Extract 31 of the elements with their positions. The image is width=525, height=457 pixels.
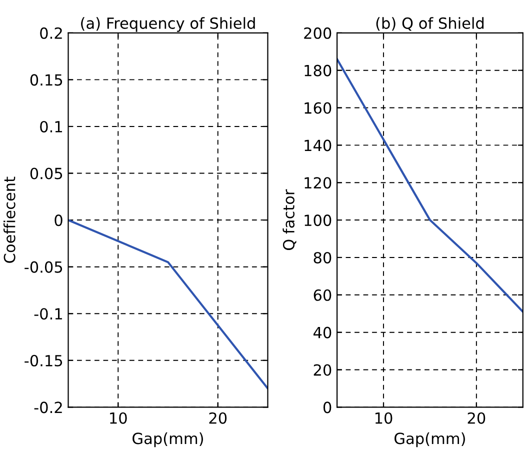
y-tick-label: 0.2: [40, 27, 62, 39]
chart-title: (b) Q of Shield: [376, 17, 484, 31]
y-tick-label: 40: [313, 326, 332, 338]
y-tick-label: -0.05: [24, 261, 62, 273]
x-tick-label: 10: [375, 412, 392, 424]
x-tick-label: 20: [468, 412, 486, 424]
y-axis-title: Q factor: [282, 189, 296, 250]
y-tick-label: 0.05: [30, 168, 62, 180]
y-tick-label: -0.15: [24, 354, 62, 366]
chart-title: (a) Frequency of Shield: [81, 17, 255, 32]
x-tick-label: 10: [110, 412, 127, 424]
y-tick-label: 180: [304, 64, 332, 76]
y-axis-title: Coeffiecent: [4, 176, 16, 263]
x-axis-title: Gap(mm): [132, 432, 203, 448]
y-tick-label: 0.15: [30, 74, 62, 86]
y-tick-label: -0.1: [34, 308, 62, 320]
y-tick-label: 0: [323, 402, 332, 414]
y-tick-label: 0: [54, 214, 62, 226]
y-tick-label: 140: [304, 140, 332, 152]
y-tick-label: -0.2: [34, 402, 62, 414]
y-tick-label: 20: [314, 364, 332, 376]
line-series: [337, 58, 523, 313]
y-tick-label: 160: [304, 102, 332, 114]
y-tick-label: 0.1: [40, 120, 62, 132]
y-tick-label: 80: [314, 252, 332, 264]
y-tick-label: 200: [304, 27, 332, 39]
x-axis-title: Gap(mm): [394, 432, 465, 448]
y-tick-label: 120: [304, 177, 332, 189]
y-tick-label: 100: [304, 214, 332, 226]
y-tick-label: 60: [314, 289, 332, 301]
x-tick-label: 20: [209, 412, 227, 424]
